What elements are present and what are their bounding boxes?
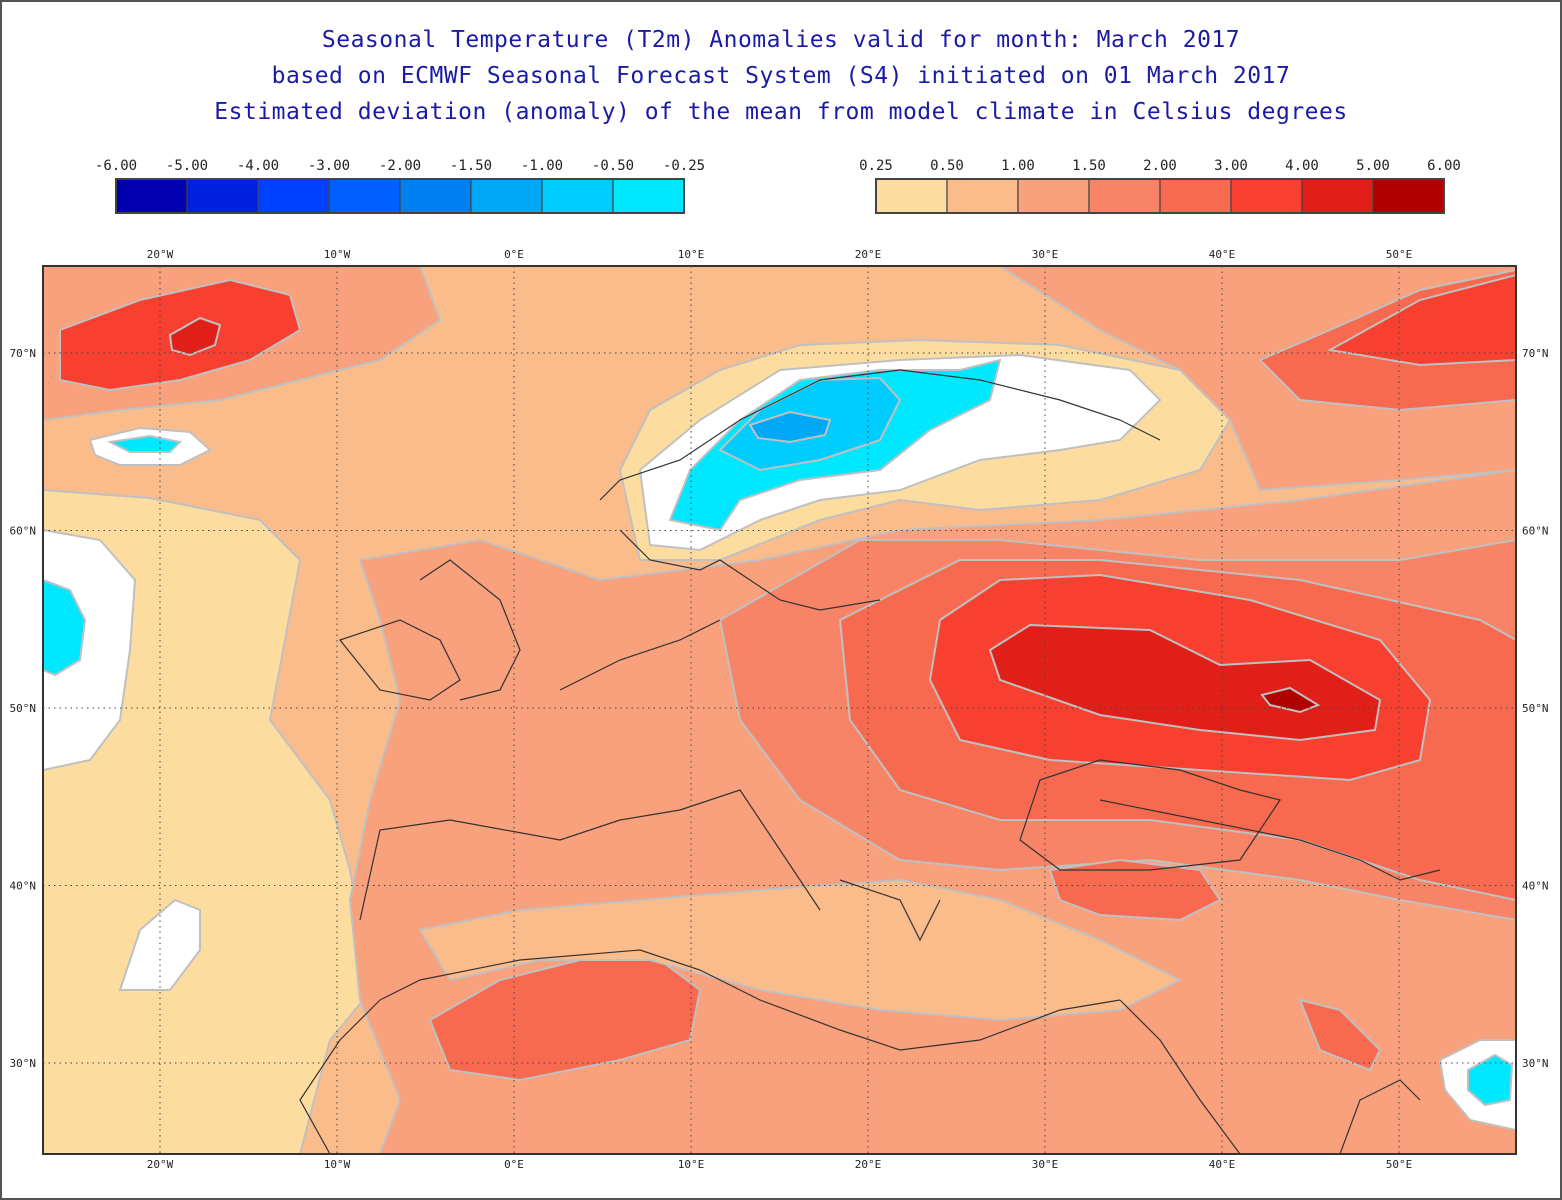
anatolia-hot-region (1048, 858, 1222, 922)
latitude-label-left: 60°N (10, 525, 37, 538)
legend-positive-label: 3.00 (1214, 158, 1248, 174)
legend-positive-label: 6.00 (1427, 158, 1461, 174)
legend-negative: -6.00 -5.00 -4.00 -3.00 -2.00 -1.50 -1.00 -0.50… (95, 158, 705, 214)
latitude-label-left: 40°N (10, 880, 37, 893)
longitude-label-bottom: 10°W (324, 1158, 351, 1171)
legend-negative-label: -0.25 (663, 158, 705, 174)
longitude-label-bottom: 10°E (678, 1158, 705, 1171)
legend-positive-label: 1.00 (1001, 158, 1035, 174)
mediterranean-region (418, 878, 1183, 1022)
legend-positive-swatch (1159, 178, 1232, 214)
legend-positive-label: 0.25 (859, 158, 893, 174)
mideast-cyan-region (1467, 1053, 1514, 1107)
legend-positive-swatch (946, 178, 1019, 214)
latitude-label-right: 30°N (1522, 1057, 1549, 1070)
latitude-label-right: 60°N (1522, 525, 1549, 538)
latitude-label-left: 50°N (10, 702, 37, 715)
legend-positive-label: 0.50 (930, 158, 964, 174)
title-line-3: Estimated deviation (anomaly) of the mea… (214, 99, 1348, 125)
latitude-label-left: 30°N (10, 1057, 37, 1070)
legend-negative-label: -1.50 (450, 158, 492, 174)
longitude-label-bottom: 30°E (1032, 1158, 1059, 1171)
longitude-label-top: 20°W (147, 248, 174, 261)
scandinavia-deep-region (748, 410, 832, 444)
legend-positive-swatch (1017, 178, 1090, 214)
map-fields (43, 266, 1516, 1154)
north-africa-hot-region (428, 959, 702, 1082)
color-legends: -6.00 -5.00 -4.00 -3.00 -2.00 -1.50 -1.00 -0.50… (95, 158, 1461, 214)
latitude-label-right: 70°N (1522, 347, 1549, 360)
legend-positive-swatch (1301, 178, 1374, 214)
legend-positive-swatch (1230, 178, 1303, 214)
tick-labels: 20°W 20°W 10°W 10°W 0°E 0°E 10°E 10°E 20°E 20°E 30… (10, 248, 1549, 1171)
longitude-label-top: 30°E (1032, 248, 1059, 261)
legend-negative-label: -2.00 (379, 158, 421, 174)
title-line-1: Seasonal Temperature (T2m) Anomalies val… (321, 27, 1241, 53)
latitude-label-right: 50°N (1522, 702, 1549, 715)
latitude-label-left: 70°N (10, 347, 37, 360)
legend-negative-swatch (541, 178, 614, 214)
legend-positive: 0.25 0.50 1.00 1.50 2.00 3.00 4.00 5.00 6.00 (859, 158, 1461, 214)
title-line-2: based on ECMWF Seasonal Forecast System … (271, 63, 1291, 89)
longitude-label-top: 20°E (855, 248, 882, 261)
map-border (42, 265, 1517, 1155)
atlantic-cyan-region (43, 578, 87, 677)
legend-negative-swatch (328, 178, 401, 214)
longitude-label-bottom: 20°E (855, 1158, 882, 1171)
mideast-hot-region (1298, 998, 1382, 1072)
longitude-label-top: 10°E (678, 248, 705, 261)
legend-negative-border (115, 178, 685, 214)
longitude-label-bottom: 50°E (1386, 1158, 1413, 1171)
longitude-label-bottom: 0°E (504, 1158, 524, 1171)
legend-negative-label: -4.00 (237, 158, 279, 174)
legend-positive-label: 2.00 (1143, 158, 1177, 174)
east-core-region (988, 623, 1382, 742)
legend-negative-swatch (470, 178, 543, 214)
longitude-label-top: 0°E (504, 248, 524, 261)
legend-positive-label: 5.00 (1356, 158, 1390, 174)
greenland-sea-core (168, 316, 222, 357)
graticule (43, 266, 1516, 1154)
legend-negative-label: -5.00 (166, 158, 208, 174)
longitude-label-bottom: 40°E (1209, 1158, 1236, 1171)
legend-positive-label: 1.50 (1072, 158, 1106, 174)
barents-hotter (1327, 273, 1516, 367)
legend-negative-label: -6.00 (95, 158, 137, 174)
coastlines (299, 369, 1441, 1154)
longitude-label-bottom: 20°W (147, 1158, 174, 1171)
legend-positive-label: 4.00 (1285, 158, 1319, 174)
longitude-label-top: 40°E (1209, 248, 1236, 261)
legend-positive-border (875, 178, 1445, 214)
longitude-label-top: 50°E (1386, 248, 1413, 261)
legend-negative-label: -1.00 (521, 158, 563, 174)
longitude-label-top: 10°W (324, 248, 351, 261)
iceland-cyan-region (106, 434, 183, 453)
legend-negative-label: -3.00 (308, 158, 350, 174)
legend-negative-label: -0.50 (592, 158, 634, 174)
latitude-label-right: 40°N (1522, 880, 1549, 893)
atlantic-white-region-2 (118, 898, 201, 991)
legend-negative-swatch (399, 178, 472, 214)
